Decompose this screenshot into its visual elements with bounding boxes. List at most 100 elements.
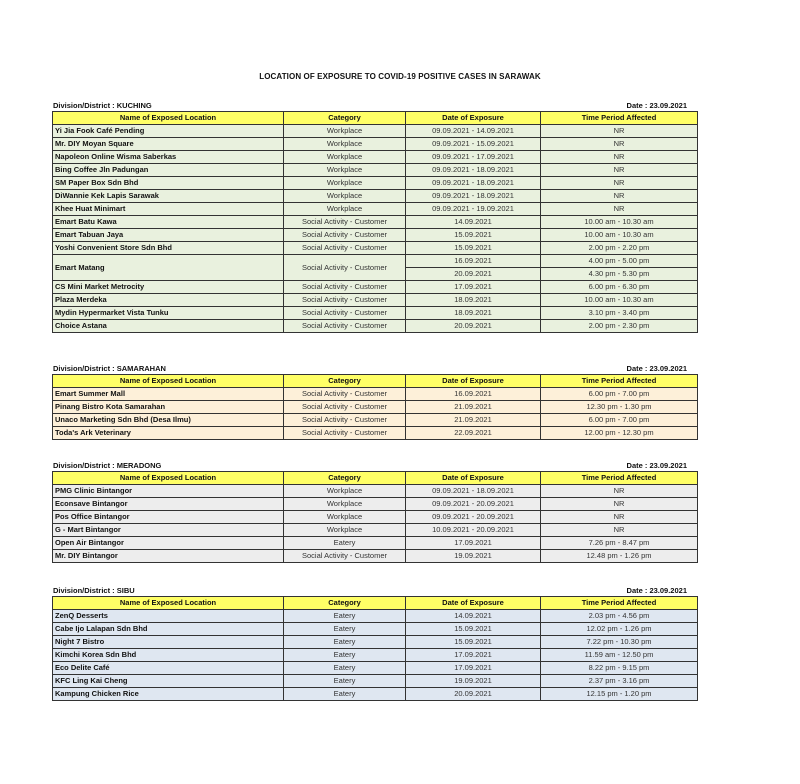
section-label-row: Division/District : KUCHING Date : 23.09.… xyxy=(52,101,697,111)
report-date: Date : 23.09.2021 xyxy=(626,461,687,470)
column-header: Time Period Affected xyxy=(540,111,698,125)
table-row: Napoleon Online Wisma Saberkas Workplace 0… xyxy=(52,150,698,164)
time-period: 12.30 pm - 1.30 pm xyxy=(540,400,698,414)
location-name: Choice Astana xyxy=(52,319,284,333)
exposure-date: 15.09.2021 xyxy=(405,241,541,255)
exposure-date: 19.09.2021 xyxy=(405,674,541,688)
location-name: Mr. DIY Bintangor xyxy=(52,549,284,563)
time-period: NR xyxy=(540,176,698,190)
time-period: NR xyxy=(540,523,698,537)
exposure-date: 09.09.2021 - 19.09.2021 xyxy=(405,202,541,216)
exposure-date: 14.09.2021 xyxy=(405,215,541,229)
table-row: Khee Huat Minimart Workplace 09.09.2021 - … xyxy=(52,202,698,216)
location-name: Open Air Bintangor xyxy=(52,536,284,550)
table-row: Emart Summer Mall Social Activity - Custo… xyxy=(52,387,698,401)
location-name: Pos Office Bintangor xyxy=(52,510,284,524)
table-row: Cabe Ijo Lalapan Sdn Bhd Eatery 15.09.2021… xyxy=(52,622,698,636)
exposure-table: Name of Exposed Location Category Date of … xyxy=(52,111,698,333)
category: Social Activity - Customer xyxy=(283,387,406,401)
category: Social Activity - Customer xyxy=(283,426,406,440)
table-row: Toda's Ark Veterinary Social Activity - C… xyxy=(52,426,698,440)
category: Eatery xyxy=(283,648,406,662)
table-row: Emart Matang Social Activity - Customer 16… xyxy=(52,254,698,281)
section-sibu: Division/District : SIBU Date : 23.09.202… xyxy=(52,586,698,701)
category: Social Activity - Customer xyxy=(283,228,406,242)
section-meradong: Division/District : MERADONG Date : 23.09… xyxy=(52,461,698,563)
table-row: Plaza Merdeka Social Activity - Customer 1… xyxy=(52,293,698,307)
location-name: Yi Jia Fook Café Pending xyxy=(52,124,284,138)
category: Workplace xyxy=(283,176,406,190)
exposure-date: 09.09.2021 - 18.09.2021 xyxy=(405,189,541,203)
column-header: Name of Exposed Location xyxy=(52,111,284,125)
location-name: Emart Matang xyxy=(52,254,284,281)
exposure-date: 09.09.2021 - 20.09.2021 xyxy=(405,510,541,524)
table-row: Open Air Bintangor Eatery 17.09.2021 7.26 p… xyxy=(52,536,698,550)
exposure-date: 21.09.2021 xyxy=(405,400,541,414)
division-label: Division/District : SAMARAHAN xyxy=(53,364,166,373)
location-name: Pinang Bistro Kota Samarahan xyxy=(52,400,284,414)
column-header: Name of Exposed Location xyxy=(52,471,284,485)
time-period: 2.03 pm - 4.56 pm xyxy=(540,609,698,623)
location-name: SM Paper Box Sdn Bhd xyxy=(52,176,284,190)
location-name: Emart Batu Kawa xyxy=(52,215,284,229)
exposure-table: Name of Exposed Location Category Date of … xyxy=(52,374,698,440)
column-header: Date of Exposure xyxy=(405,111,541,125)
exposure-date: 09.09.2021 - 18.09.2021 xyxy=(405,484,541,498)
section-label-row: Division/District : MERADONG Date : 23.09… xyxy=(52,461,697,471)
category: Social Activity - Customer xyxy=(283,293,406,307)
category: Workplace xyxy=(283,484,406,498)
category: Social Activity - Customer xyxy=(283,280,406,294)
time-period: NR xyxy=(540,163,698,177)
table-row: Econsave Bintangor Workplace 09.09.2021 - … xyxy=(52,497,698,511)
table-row: Night 7 Bistro Eatery 15.09.2021 7.22 pm - … xyxy=(52,635,698,649)
time-period: 6.00 pm - 7.00 pm xyxy=(540,413,698,427)
document-title: LOCATION OF EXPOSURE TO COVID-19 POSITIV… xyxy=(259,72,541,81)
location-name: Emart Tabuan Jaya xyxy=(52,228,284,242)
location-name: DiWannie Kek Lapis Sarawak xyxy=(52,189,284,203)
location-name: Kimchi Korea Sdn Bhd xyxy=(52,648,284,662)
time-period: 2.37 pm - 3.16 pm xyxy=(540,674,698,688)
time-period: 2.00 pm - 2.20 pm xyxy=(540,241,698,255)
location-name: ZenQ Desserts xyxy=(52,609,284,623)
category: Social Activity - Customer xyxy=(283,319,406,333)
exposure-date: 14.09.2021 xyxy=(405,609,541,623)
exposure-date: 15.09.2021 xyxy=(405,228,541,242)
category: Workplace xyxy=(283,150,406,164)
column-header: Category xyxy=(283,111,406,125)
table-row: Eco Delite Café Eatery 17.09.2021 8.22 pm -… xyxy=(52,661,698,675)
location-name: KFC Ling Kai Cheng xyxy=(52,674,284,688)
time-period: 12.00 pm - 12.30 pm xyxy=(540,426,698,440)
location-name: CS Mini Market Metrocity xyxy=(52,280,284,294)
exposure-date: 20.09.2021 xyxy=(405,267,541,281)
location-name: Mydin Hypermarket Vista Tunku xyxy=(52,306,284,320)
table-row: Pinang Bistro Kota Samarahan Social Activ… xyxy=(52,400,698,414)
location-name: Bing Coffee Jln Padungan xyxy=(52,163,284,177)
exposure-date: 19.09.2021 xyxy=(405,549,541,563)
location-name: Kampung Chicken Rice xyxy=(52,687,284,701)
table-row: ZenQ Desserts Eatery 14.09.2021 2.03 pm - 4… xyxy=(52,609,698,623)
report-date: Date : 23.09.2021 xyxy=(626,101,687,110)
exposure-date: 18.09.2021 xyxy=(405,306,541,320)
column-header: Time Period Affected xyxy=(540,596,698,610)
category: Social Activity - Customer xyxy=(283,400,406,414)
table-header-row: Name of Exposed Location Category Date of … xyxy=(52,374,698,388)
section-label-row: Division/District : SAMARAHAN Date : 23.0… xyxy=(52,364,697,374)
table-row: Bing Coffee Jln Padungan Workplace 09.09.2… xyxy=(52,163,698,177)
exposure-date: 16.09.2021 xyxy=(405,254,541,268)
exposure-date: 21.09.2021 xyxy=(405,413,541,427)
time-period: 10.00 am - 10.30 am xyxy=(540,215,698,229)
time-period: 8.22 pm - 9.15 pm xyxy=(540,661,698,675)
category: Workplace xyxy=(283,523,406,537)
column-header: Name of Exposed Location xyxy=(52,596,284,610)
exposure-date: 17.09.2021 xyxy=(405,661,541,675)
column-header: Date of Exposure xyxy=(405,596,541,610)
table-row: Unaco Marketing Sdn Bhd (Desa Ilmu) Socia… xyxy=(52,413,698,427)
location-name: Napoleon Online Wisma Saberkas xyxy=(52,150,284,164)
category: Social Activity - Customer xyxy=(283,549,406,563)
table-row: Kampung Chicken Rice Eatery 20.09.2021 12.1… xyxy=(52,687,698,701)
column-header: Name of Exposed Location xyxy=(52,374,284,388)
category: Workplace xyxy=(283,189,406,203)
table-header-row: Name of Exposed Location Category Date of … xyxy=(52,471,698,485)
time-period: NR xyxy=(540,510,698,524)
time-period: 10.00 am - 10.30 am xyxy=(540,293,698,307)
